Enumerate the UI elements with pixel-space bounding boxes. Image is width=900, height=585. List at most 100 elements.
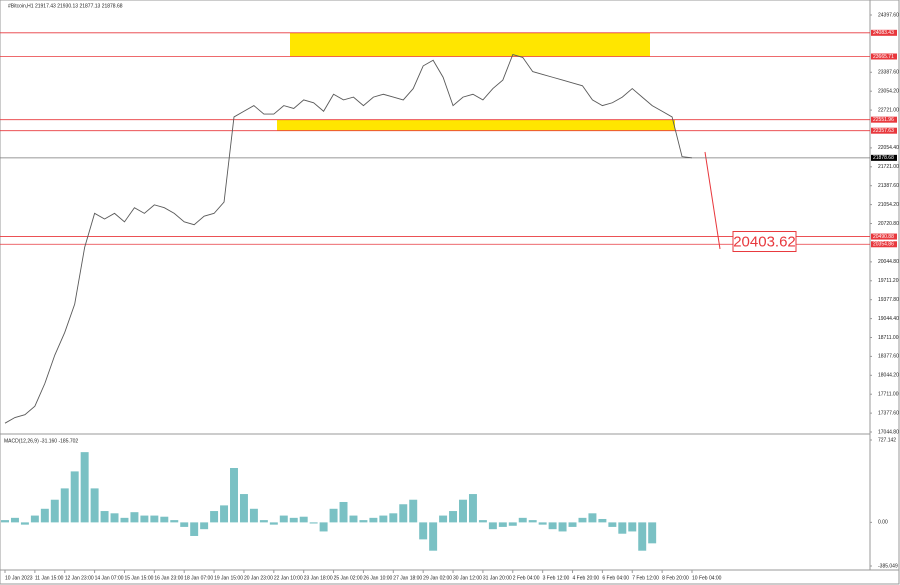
level-label-bg — [871, 233, 897, 240]
macd-bar — [230, 467, 238, 523]
macd-bar — [598, 518, 607, 523]
macd-bar — [648, 522, 657, 544]
y-tick-label: -385.049 — [878, 563, 898, 569]
current-price-bg — [871, 154, 897, 161]
y-tick-label: 18711.00 — [878, 335, 899, 341]
level-label-bg — [871, 29, 897, 36]
x-tick-label: 10 Jan 2023 — [5, 575, 33, 581]
level-label-bg — [871, 116, 897, 123]
macd-bar — [409, 499, 418, 523]
x-tick-label: 19 Jan 15:00 — [214, 575, 243, 581]
x-tick-label: 29 Jan 02:00 — [423, 575, 452, 581]
macd-bar — [160, 516, 169, 523]
x-tick-label: 31 Jan 20:00 — [483, 575, 512, 581]
macd-bar — [200, 522, 209, 530]
macd-bar — [349, 515, 358, 523]
x-tick-label: 8 Feb 20:00 — [662, 575, 689, 581]
macd-bar — [90, 488, 99, 523]
macd-bar — [538, 522, 547, 525]
zone — [277, 119, 675, 131]
level-label: 22551.96 — [873, 117, 894, 123]
x-tick-label: 7 Feb 12:00 — [632, 575, 659, 581]
y-tick-label: 19377.80 — [878, 297, 899, 303]
macd-bar — [130, 512, 139, 523]
macd-bar — [468, 494, 477, 523]
macd-bar — [419, 522, 428, 540]
macd-bar — [170, 520, 179, 523]
y-tick-label: 22721.00 — [878, 107, 899, 113]
macd-bar — [459, 499, 467, 523]
x-tick-label: 12 Jan 23:00 — [65, 575, 94, 581]
x-tick-label: 6 Feb 04:00 — [602, 575, 629, 581]
macd-bar — [190, 522, 199, 536]
macd-bar — [299, 516, 308, 523]
x-tick-label: 23 Jan 18:00 — [304, 575, 333, 581]
level-label: 22357.63 — [873, 128, 894, 134]
x-tick-label: 14 Jan 07:00 — [95, 575, 124, 581]
x-tick-label: 16 Jan 23:00 — [154, 575, 183, 581]
level-label-bg — [871, 241, 897, 248]
x-tick-label: 3 Feb 12:00 — [543, 575, 570, 581]
y-tick-label: 24397.60 — [878, 12, 899, 18]
level-label: 20354.86 — [873, 242, 894, 248]
y-tick-label: 0.00 — [878, 520, 888, 526]
level-label: 24083.43 — [873, 30, 894, 36]
macd-bar — [429, 522, 438, 551]
y-tick-label: 19711.20 — [878, 278, 899, 284]
level-label: 23665.71 — [873, 54, 894, 60]
macd-bar — [40, 508, 49, 523]
macd-bar — [10, 517, 19, 523]
x-tick-label: 27 Jan 18:00 — [393, 575, 422, 581]
x-tick-label: 26 Jan 10:00 — [363, 575, 392, 581]
macd-bar — [339, 501, 348, 523]
macd-bar — [578, 517, 587, 523]
macd-bar — [588, 513, 597, 523]
macd-bar — [60, 488, 69, 523]
macd-bar — [269, 522, 278, 525]
macd-bar — [309, 522, 318, 524]
target-box — [732, 231, 797, 253]
macd-bar — [239, 494, 248, 523]
macd-bar — [638, 522, 647, 551]
x-tick-label: 10 Feb 04:00 — [692, 575, 722, 581]
y-tick-label: 727.142 — [878, 437, 896, 443]
zone — [290, 32, 650, 57]
macd-bar — [369, 517, 378, 523]
macd-bar — [558, 522, 567, 532]
projection-arrow — [704, 151, 721, 250]
macd-bar — [478, 520, 487, 523]
x-tick-label: 4 Feb 20:00 — [573, 575, 600, 581]
y-tick-label: 20044.80 — [878, 259, 899, 265]
level-label-bg — [871, 53, 897, 60]
macd-bar — [449, 511, 458, 523]
macd-bar — [210, 511, 219, 523]
y-tick-label: 23054.20 — [878, 89, 899, 95]
x-tick-label: 25 Jan 02:00 — [334, 575, 363, 581]
x-tick-label: 20 Jan 23:00 — [244, 575, 273, 581]
macd-bar — [329, 508, 338, 523]
macd-bar — [70, 471, 79, 523]
x-tick-label: 18 Jan 07:00 — [184, 575, 213, 581]
macd-bar — [608, 522, 617, 527]
macd-bar — [249, 508, 258, 523]
macd-bar — [548, 522, 557, 530]
y-tick-label: 20720.80 — [878, 221, 899, 227]
macd-bar — [319, 522, 328, 532]
target-label: 20403.62 — [733, 233, 796, 250]
chart-title: #Bitcoin,H1 21917.43 21930.13 21877.13 2… — [8, 3, 123, 9]
macd-bar — [618, 522, 627, 534]
macd-bar — [379, 515, 388, 523]
macd-bar — [389, 513, 398, 523]
y-tick-label: 17044.80 — [878, 429, 899, 435]
macd-bar — [110, 513, 119, 523]
x-tick-label: 22 Jan 10:00 — [274, 575, 303, 581]
macd-bar — [30, 515, 39, 523]
macd-bar — [488, 522, 497, 530]
macd-bar — [180, 522, 189, 527]
price-line — [4, 54, 693, 424]
y-tick-label: 17377.60 — [878, 410, 899, 416]
macd-bar — [568, 522, 577, 527]
macd-bar — [439, 515, 448, 523]
